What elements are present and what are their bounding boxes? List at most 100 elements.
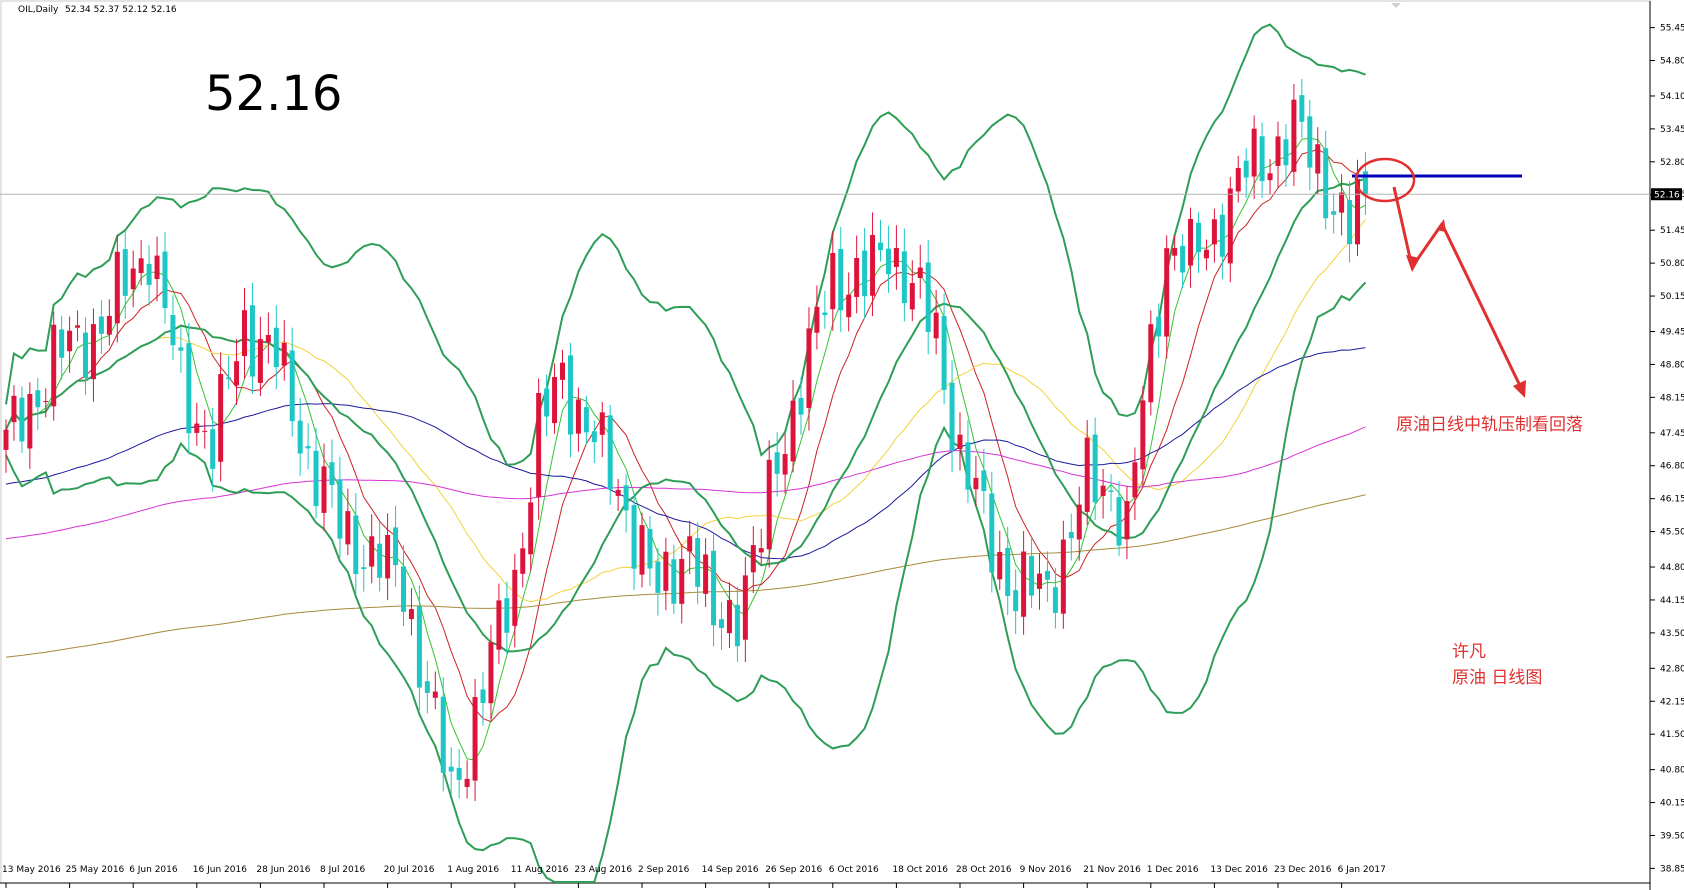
candle — [846, 272, 852, 332]
candle — [893, 225, 899, 290]
time-tick-label: 8 Jul 2016 — [320, 865, 365, 875]
big-price-label: 52.16 — [205, 66, 342, 122]
price-tick-label: 46.15 — [1660, 495, 1684, 505]
candle — [695, 522, 701, 605]
candle — [1156, 303, 1162, 358]
candle — [1323, 130, 1329, 230]
candle — [1180, 234, 1186, 289]
candle — [1092, 417, 1098, 520]
chart-header-symbol: OIL,Daily — [18, 5, 59, 15]
candle — [830, 231, 836, 331]
candle — [1362, 151, 1368, 215]
candle — [138, 239, 144, 286]
forecast-arrow — [1392, 186, 1526, 398]
candle — [353, 493, 359, 595]
candle — [51, 311, 57, 421]
candle — [734, 586, 740, 662]
chart-header-ohlc: 52.34 52.37 52.12 52.16 — [65, 5, 177, 15]
candle — [1132, 447, 1138, 521]
price-tick-label: 43.50 — [1660, 629, 1684, 639]
ma-120-line — [5, 426, 1366, 540]
candle — [154, 236, 160, 302]
candle — [973, 455, 979, 507]
candle — [822, 290, 828, 329]
candle — [337, 456, 343, 558]
candle — [1283, 124, 1289, 187]
candle — [615, 479, 621, 511]
candle — [369, 514, 375, 584]
candle — [178, 327, 184, 373]
candle — [703, 538, 709, 607]
candle — [43, 388, 49, 418]
price-tick-label: 54.10 — [1660, 92, 1684, 102]
price-tick-label: 49.45 — [1660, 328, 1684, 338]
candle — [480, 671, 486, 726]
candle — [472, 678, 478, 802]
candle — [1044, 551, 1050, 603]
candle — [750, 526, 756, 594]
candle — [67, 316, 73, 373]
candle — [599, 401, 605, 458]
candle — [623, 473, 629, 533]
price-axis-ticks: 55.45 54.80 54.10 53.45 52.80 52.16 51.45 50.80… — [1650, 24, 1684, 874]
candle — [416, 585, 422, 711]
candle — [647, 516, 653, 587]
candle — [528, 487, 534, 572]
forecast-arrowhead-left — [1406, 255, 1420, 272]
candle — [774, 432, 780, 497]
candle — [567, 342, 573, 458]
ma-30-line — [5, 219, 1366, 603]
candle — [408, 588, 414, 636]
candle — [432, 671, 438, 710]
candle — [854, 235, 860, 314]
candle — [949, 360, 955, 473]
time-axis-labels: 13 May 2016 25 May 2016 6 Jun 2016 16 Jun 2… — [2, 865, 1386, 888]
candle — [1013, 569, 1019, 634]
resistance-highlight-ellipse — [1354, 157, 1416, 203]
time-tick-label: 26 Sep 2016 — [765, 865, 822, 875]
candlesticks — [3, 78, 1368, 802]
ma-5-line — [5, 137, 1366, 761]
candle — [862, 228, 868, 319]
candle — [1052, 568, 1058, 629]
candle — [1315, 127, 1321, 194]
candle — [1275, 121, 1281, 188]
price-tick-label: 40.80 — [1660, 766, 1684, 776]
candle — [870, 212, 876, 317]
candle — [504, 581, 510, 655]
candle — [679, 544, 685, 624]
candle — [639, 512, 645, 588]
candle — [1084, 420, 1090, 525]
candle — [1347, 181, 1353, 263]
candle — [575, 387, 581, 452]
time-tick-label: 23 Aug 2016 — [574, 865, 632, 875]
candle — [456, 748, 462, 799]
price-tick-label: 39.50 — [1660, 831, 1684, 841]
ma-10-line — [5, 148, 1366, 723]
time-tick-label: 6 Jan 2017 — [1338, 865, 1386, 875]
chart-dropdown-icon[interactable] — [1391, 3, 1401, 8]
candle — [234, 339, 240, 405]
candle — [249, 282, 255, 394]
price-tick-label: 44.80 — [1660, 563, 1684, 573]
candle — [758, 528, 764, 565]
candle — [210, 407, 216, 492]
candle — [313, 428, 319, 519]
price-tick-label: 48.15 — [1660, 393, 1684, 403]
candle — [933, 290, 939, 355]
candle — [106, 299, 112, 346]
candle — [114, 234, 120, 343]
candle — [281, 320, 287, 381]
candle — [130, 250, 136, 308]
candle — [671, 544, 677, 614]
candle — [1188, 207, 1194, 288]
candle — [202, 409, 208, 449]
price-tick-label: 42.80 — [1660, 664, 1684, 674]
candle — [687, 520, 693, 575]
candle — [1060, 520, 1066, 629]
candle — [1005, 526, 1011, 616]
candle — [226, 355, 232, 390]
candle — [631, 493, 637, 590]
candle — [583, 395, 589, 445]
